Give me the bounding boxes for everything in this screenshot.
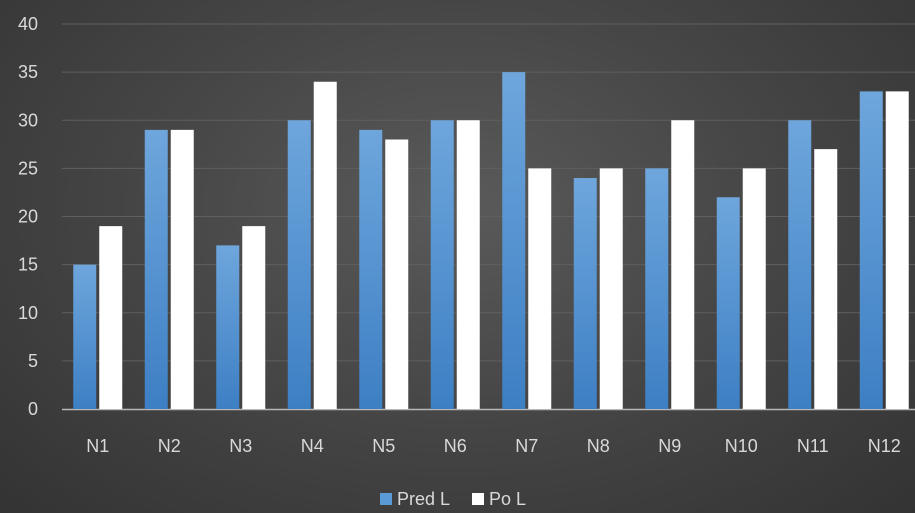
y-tick-label: 15 bbox=[18, 255, 38, 275]
bar-po-l-n5 bbox=[385, 139, 409, 409]
x-tick-label: N8 bbox=[587, 436, 610, 456]
x-tick-label: N10 bbox=[725, 436, 758, 456]
y-tick-label: 25 bbox=[18, 158, 38, 178]
bar-po-l-n11 bbox=[814, 149, 838, 409]
bar-po-l-n1 bbox=[99, 226, 123, 409]
bar-po-l-n2 bbox=[170, 129, 194, 409]
y-tick-label: 5 bbox=[28, 351, 38, 371]
x-tick-label: N1 bbox=[86, 436, 109, 456]
x-tick-label: N11 bbox=[797, 436, 829, 456]
legend-label: Po L bbox=[489, 489, 526, 509]
bar-po-l-n7 bbox=[528, 168, 552, 409]
bar-pred-l-n5 bbox=[359, 129, 383, 409]
x-tick-label: N9 bbox=[658, 436, 681, 456]
bars bbox=[73, 72, 909, 409]
y-tick-label: 35 bbox=[18, 62, 38, 82]
x-tick-label: N6 bbox=[444, 436, 467, 456]
legend-swatch bbox=[380, 493, 392, 505]
y-tick-label: 40 bbox=[18, 14, 38, 34]
x-tick-label: N2 bbox=[158, 436, 181, 456]
bar-po-l-n4 bbox=[313, 81, 337, 409]
y-tick-label: 20 bbox=[18, 207, 38, 227]
bar-pred-l-n4 bbox=[287, 120, 311, 409]
gridlines bbox=[62, 23, 915, 411]
bar-pred-l-n12 bbox=[859, 91, 883, 409]
x-tick-label: N4 bbox=[301, 436, 324, 456]
y-tick-label: 0 bbox=[28, 399, 38, 419]
bar-po-l-n10 bbox=[742, 168, 766, 409]
x-tick-label: N12 bbox=[868, 436, 901, 456]
bar-pred-l-n8 bbox=[573, 178, 597, 409]
bar-pred-l-n6 bbox=[430, 120, 454, 409]
bar-pred-l-n9 bbox=[645, 168, 669, 409]
y-axis: 0 5 10 15 20 25 30 35 40 bbox=[18, 14, 38, 419]
bar-po-l-n8 bbox=[599, 168, 623, 409]
bar-pred-l-n11 bbox=[788, 120, 812, 409]
legend: Pred L Po L bbox=[380, 489, 526, 509]
bar-po-l-n3 bbox=[242, 226, 266, 409]
bar-pred-l-n2 bbox=[144, 129, 168, 409]
bar-pred-l-n7 bbox=[502, 72, 526, 409]
y-tick-label: 10 bbox=[18, 303, 38, 323]
legend-swatch bbox=[472, 493, 484, 505]
bar-po-l-n6 bbox=[456, 120, 480, 409]
bar-pred-l-n10 bbox=[716, 197, 740, 409]
bar-po-l-n12 bbox=[885, 91, 909, 409]
y-tick-label: 30 bbox=[18, 110, 38, 130]
bar-pred-l-n3 bbox=[216, 245, 240, 409]
bar-pred-l-n1 bbox=[73, 264, 97, 409]
x-tick-label: N3 bbox=[229, 436, 252, 456]
x-tick-label: N7 bbox=[515, 436, 538, 456]
x-tick-label: N5 bbox=[372, 436, 395, 456]
x-axis: N1 N2 N3 N4 N5 N6 N7 N8 N9 N10 N11 N12 bbox=[86, 436, 901, 456]
legend-label: Pred L bbox=[397, 489, 450, 509]
bar-po-l-n9 bbox=[671, 120, 695, 409]
